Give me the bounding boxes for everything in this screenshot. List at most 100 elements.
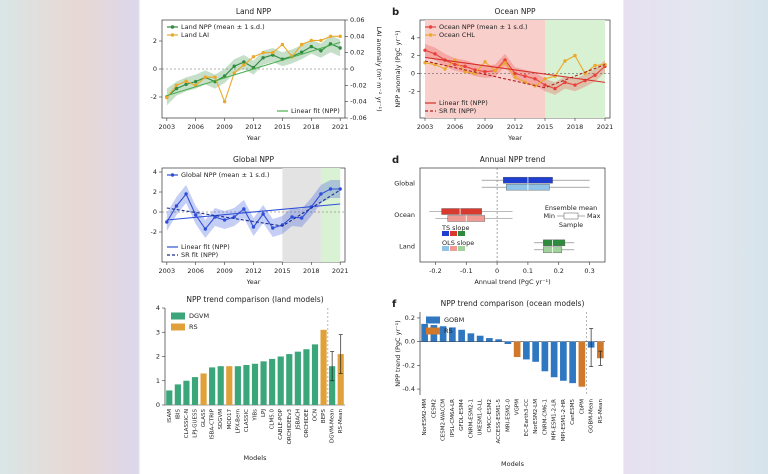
plot-frame — [419, 167, 606, 263]
legend-label: SR fit (NPP) — [439, 107, 476, 115]
data-point — [513, 71, 517, 76]
bar — [303, 349, 310, 405]
x-tick-label: 2021 — [597, 123, 614, 131]
legend-label: Linear fit (NPP) — [291, 107, 340, 115]
x-tick-label: CMCC-ESM2 — [487, 399, 493, 432]
x-tick-label: 2006 — [187, 123, 204, 131]
legend-swatch — [450, 231, 457, 236]
data-point — [593, 73, 597, 77]
bar — [578, 341, 586, 387]
legend-label: OLS slope — [442, 239, 474, 247]
bar — [183, 380, 190, 405]
bar — [191, 377, 199, 405]
data-point — [174, 204, 179, 208]
x-tick-label: -0.1 — [460, 267, 473, 275]
bar — [226, 366, 233, 405]
data-point — [184, 82, 188, 87]
x-tick-label: GLASS — [201, 408, 207, 427]
data-point — [573, 53, 577, 58]
x-tick-label: 0.2 — [554, 267, 564, 275]
x-tick-label: NorESM2-MM — [422, 399, 428, 436]
x-tick-label: 2003 — [159, 267, 176, 275]
key-title: Ensemble mean — [545, 204, 597, 212]
data-point — [194, 213, 198, 217]
data-point — [443, 67, 447, 71]
x-tick-label: LPJ — [261, 409, 267, 417]
y-tick-label: -0.02 — [350, 81, 367, 89]
category-label: Ocean — [394, 211, 415, 219]
x-tick-label: 2021 — [332, 267, 349, 275]
x-tick-label: NorESM2-LM — [533, 399, 539, 434]
bar — [277, 356, 284, 405]
x-tick-label: CNRM-ESM2-1 — [468, 399, 474, 438]
x-tick-label: MPI-ESM1-2-HR — [561, 399, 567, 441]
data-point — [261, 56, 265, 60]
x-tick-label: 0.1 — [523, 267, 533, 275]
key-min: Min — [543, 212, 555, 220]
bar — [260, 361, 267, 405]
data-point — [593, 63, 597, 68]
data-point — [280, 42, 285, 47]
legend-label: RS — [444, 327, 453, 335]
x-tick-label: MPI-ESM1-2-LR — [552, 399, 558, 440]
data-point — [184, 79, 188, 83]
bar — [476, 335, 484, 342]
bar — [486, 338, 493, 342]
data-point — [174, 83, 179, 88]
x-tick-label: 2015 — [274, 267, 291, 275]
y-tick-label: 4 — [153, 168, 157, 176]
x-tick-label: ORCHIDEEv3 — [287, 409, 293, 445]
bar — [329, 366, 336, 405]
data-point — [261, 212, 265, 216]
bar — [560, 341, 567, 381]
data-point — [463, 64, 467, 69]
data-point — [242, 207, 246, 211]
box — [543, 239, 566, 247]
y2-axis-label: LAI anomaly (m² m⁻² yr⁻¹) — [375, 26, 383, 111]
data-point — [222, 218, 227, 222]
legend-label: DGVM — [189, 312, 209, 320]
x-tick-label: RS-Mean — [598, 399, 604, 424]
data-point — [433, 52, 437, 56]
data-point — [563, 80, 567, 85]
legend-swatch — [171, 323, 185, 331]
data-point — [328, 34, 333, 39]
x-axis-label: Year — [246, 278, 261, 286]
x-tick-label: CbPM — [579, 399, 585, 415]
x-tick-label: 2015 — [537, 123, 554, 131]
bar — [458, 329, 465, 342]
y-tick-label: 3 — [156, 328, 160, 336]
shaded-period — [282, 168, 321, 262]
legend-swatch — [442, 246, 449, 251]
x-tick-label: ACCESS-ESM1-5 — [496, 399, 502, 444]
data-point — [523, 74, 527, 78]
bar — [421, 323, 428, 342]
x-tick-label: CESM2 — [431, 399, 437, 418]
y-tick-label: 4 — [156, 304, 160, 312]
series-line — [166, 203, 341, 221]
category-label: Global — [394, 180, 415, 188]
data-point — [573, 83, 577, 87]
data-point — [203, 75, 208, 79]
data-point — [184, 192, 188, 196]
x-tick-label: YIBs — [253, 409, 259, 422]
chart-title: NPP trend comparison (ocean models) — [441, 299, 585, 308]
x-tick-label: 2006 — [187, 267, 204, 275]
x-tick-label: CLASSIC — [244, 409, 250, 432]
x-tick-label: GOBM-Mean — [589, 399, 595, 434]
y-tick-label: 0 — [153, 65, 157, 73]
panel-label: b — [392, 7, 399, 18]
bar — [449, 327, 456, 342]
x-axis-label: Models — [244, 454, 268, 462]
box — [441, 208, 482, 215]
data-point — [242, 60, 246, 64]
legend-label: Ocean NPP (mean ± 1 s.d.) — [439, 23, 528, 31]
x-tick-label: 2018 — [567, 123, 584, 131]
x-axis-label: Year — [507, 134, 522, 142]
data-point — [290, 215, 294, 219]
data-point — [165, 220, 169, 224]
x-tick-label: GFDL-ESM4 — [459, 399, 465, 431]
data-point — [503, 58, 507, 62]
bar — [243, 364, 250, 405]
